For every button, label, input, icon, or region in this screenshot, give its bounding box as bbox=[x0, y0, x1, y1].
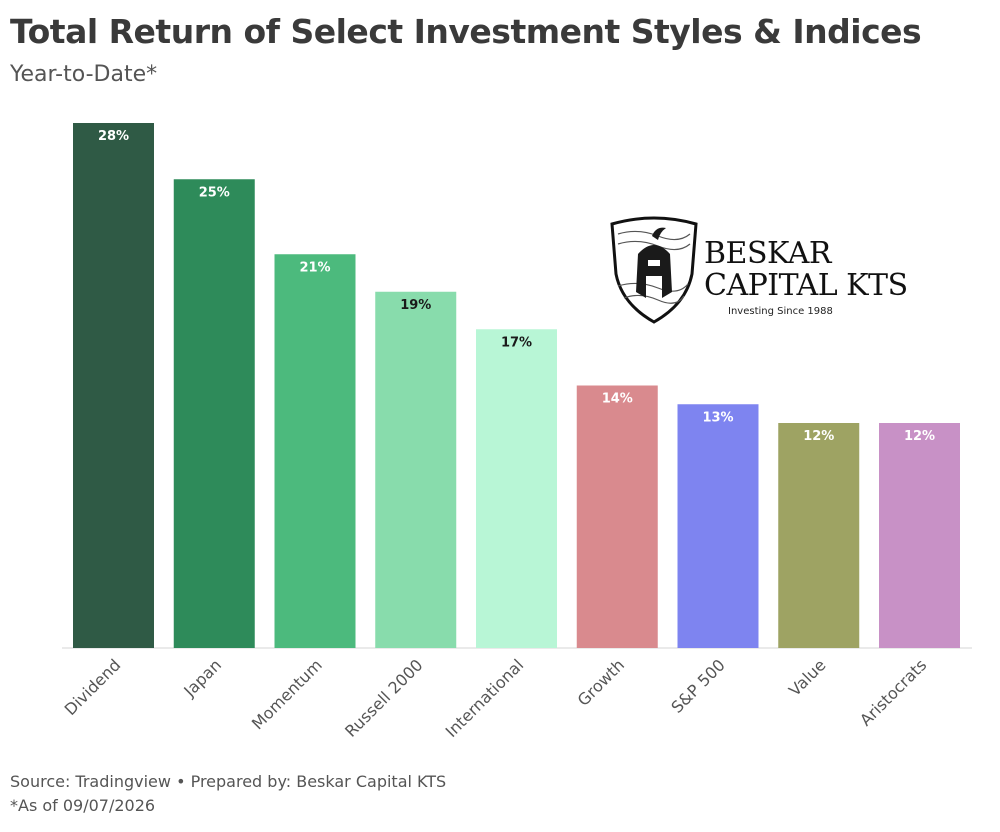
bars-group bbox=[73, 123, 960, 648]
value-label-japan: 25% bbox=[199, 185, 230, 200]
value-label-aristocrats: 12% bbox=[904, 429, 935, 444]
x-tick-label-aristocrats: Aristocrats bbox=[856, 655, 930, 729]
x-tick-label-russell-2000: Russell 2000 bbox=[341, 655, 426, 740]
x-tick-label-momentum: Momentum bbox=[248, 655, 326, 733]
bar-value bbox=[778, 423, 860, 648]
bar-growth bbox=[576, 385, 658, 648]
x-tick-label-dividend: Dividend bbox=[61, 655, 125, 719]
date-footnote: *As of 09/07/2026 bbox=[10, 796, 156, 815]
source-note: Source: Tradingview • Prepared by: Beska… bbox=[10, 772, 447, 791]
logo-tagline: Investing Since 1988 bbox=[728, 306, 833, 317]
value-label-momentum: 21% bbox=[299, 260, 330, 275]
bar-s-p-500 bbox=[677, 404, 759, 648]
chart-subtitle: Year-to-Date* bbox=[10, 62, 158, 87]
bar-russell-2000 bbox=[375, 291, 457, 648]
bar-japan bbox=[173, 179, 255, 648]
bar-momentum bbox=[274, 254, 356, 648]
value-label-dividend: 28% bbox=[98, 129, 129, 144]
logo-text-line1: BESKAR bbox=[704, 236, 831, 271]
value-label-growth: 14% bbox=[602, 392, 633, 407]
bar-dividend bbox=[73, 123, 154, 648]
x-tick-label-japan: Japan bbox=[179, 655, 225, 701]
value-label-international: 17% bbox=[501, 335, 532, 350]
company-logo: BESKAR CAPITAL KTS Investing Since 1988 bbox=[608, 214, 938, 326]
bar-aristocrats bbox=[879, 423, 960, 648]
logo-text-line2: CAPITAL KTS bbox=[704, 268, 908, 303]
value-labels-group: 28% 25% 21% 19% 17% 14% 13% 12% 12% bbox=[98, 129, 935, 444]
value-label-value: 12% bbox=[803, 429, 834, 444]
value-label-russell-2000: 19% bbox=[400, 298, 431, 313]
x-tick-label-s-p-500: S&P 500 bbox=[667, 655, 728, 716]
x-tick-label-value: Value bbox=[785, 655, 830, 700]
x-tick-labels-group: Dividend Japan Momentum Russell 2000 Interna… bbox=[61, 655, 931, 741]
bar-international bbox=[476, 329, 557, 648]
x-tick-label-international: International bbox=[442, 655, 528, 741]
chart-title: Total Return of Select Investment Styles… bbox=[10, 12, 922, 51]
value-label-s-p-500: 13% bbox=[702, 410, 733, 425]
x-tick-label-growth: Growth bbox=[574, 655, 628, 709]
spartan-helmet-shield-icon bbox=[610, 216, 698, 324]
